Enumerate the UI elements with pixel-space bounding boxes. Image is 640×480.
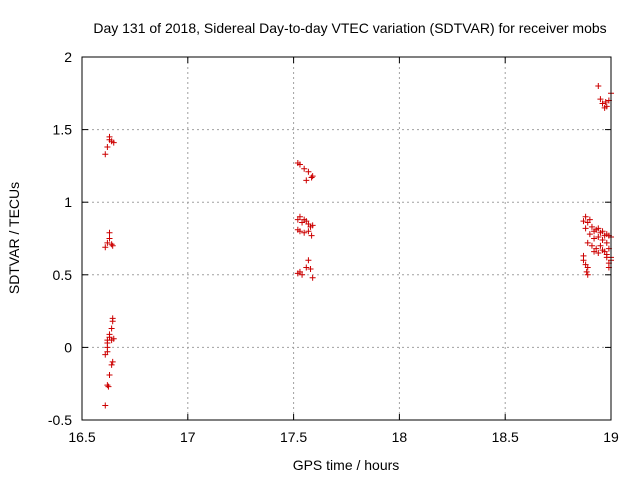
data-point-marker bbox=[582, 213, 589, 220]
grid-lines bbox=[82, 57, 611, 420]
data-point-marker bbox=[603, 254, 610, 261]
data-point-marker bbox=[305, 257, 312, 264]
data-point-marker bbox=[102, 351, 109, 358]
data-point-marker bbox=[105, 383, 112, 390]
data-point-marker bbox=[106, 235, 113, 242]
data-point-marker bbox=[597, 242, 604, 249]
data-point-marker bbox=[309, 173, 316, 180]
data-point-marker bbox=[588, 242, 595, 249]
data-point-marker bbox=[595, 234, 602, 241]
data-point-marker bbox=[104, 239, 111, 246]
data-point-marker bbox=[595, 83, 602, 90]
x-tick-label: 17 bbox=[180, 429, 196, 445]
data-point-marker bbox=[108, 361, 115, 368]
x-axis-label: GPS time / hours bbox=[293, 457, 400, 473]
x-tick-labels: 16.5 17 17.5 18 18.5 19 bbox=[68, 429, 619, 445]
data-point-marker bbox=[599, 100, 606, 107]
data-point-marker bbox=[299, 271, 306, 278]
data-point-marker bbox=[108, 325, 115, 332]
y-tick-label: -0.5 bbox=[48, 412, 72, 428]
data-point-marker bbox=[305, 168, 312, 175]
data-point-marker bbox=[583, 268, 590, 275]
axis-ticks bbox=[81, 56, 612, 421]
data-point-marker bbox=[582, 225, 589, 232]
data-point-marker bbox=[296, 161, 303, 168]
x-tick-label: 18.5 bbox=[492, 429, 519, 445]
data-point-marker bbox=[110, 335, 117, 342]
y-tick-label: 2 bbox=[64, 49, 72, 65]
data-point-marker bbox=[597, 96, 604, 103]
data-point-marker bbox=[307, 265, 314, 272]
data-point-marker bbox=[308, 174, 315, 181]
data-point-marker bbox=[110, 139, 117, 146]
data-point-marker bbox=[591, 248, 598, 255]
data-point-marker bbox=[104, 144, 111, 151]
data-point-marker bbox=[102, 244, 109, 251]
data-point-marker bbox=[308, 232, 315, 239]
data-point-marker bbox=[586, 231, 593, 238]
data-points bbox=[102, 83, 614, 409]
data-point-marker bbox=[603, 103, 610, 110]
x-tick-label: 19 bbox=[603, 429, 619, 445]
data-point-marker bbox=[599, 228, 606, 235]
data-point-marker bbox=[108, 241, 115, 248]
data-point-marker bbox=[599, 247, 606, 254]
data-point-marker bbox=[106, 371, 113, 378]
data-point-marker bbox=[301, 165, 308, 172]
data-point-marker bbox=[595, 225, 602, 232]
data-point-marker bbox=[102, 402, 109, 409]
y-tick-label: 1.5 bbox=[53, 122, 73, 138]
data-point-marker bbox=[584, 239, 591, 246]
data-point-marker bbox=[580, 218, 587, 225]
data-point-marker bbox=[584, 271, 591, 278]
data-point-marker bbox=[104, 382, 111, 389]
data-point-marker bbox=[602, 99, 609, 106]
plot-frame bbox=[81, 56, 612, 421]
y-tick-label: 0 bbox=[64, 339, 72, 355]
x-tick-label: 16.5 bbox=[68, 429, 95, 445]
data-point-marker bbox=[603, 239, 610, 246]
data-point-marker bbox=[303, 177, 310, 184]
data-point-marker bbox=[303, 264, 310, 271]
y-tick-labels: -0.5 0 0.5 1 1.5 2 bbox=[48, 49, 72, 428]
data-point-marker bbox=[591, 235, 598, 242]
data-point-marker bbox=[301, 229, 308, 236]
data-point-marker bbox=[588, 223, 595, 230]
data-point-marker bbox=[109, 242, 116, 249]
y-tick-label: 0.5 bbox=[53, 267, 73, 283]
data-point-marker bbox=[309, 222, 316, 229]
data-point-marker bbox=[106, 229, 113, 236]
data-point-marker bbox=[296, 228, 303, 235]
data-point-marker bbox=[305, 228, 312, 235]
data-point-marker bbox=[584, 264, 591, 271]
data-point-marker bbox=[580, 257, 587, 264]
data-point-marker bbox=[586, 216, 593, 223]
data-point-marker bbox=[595, 250, 602, 257]
data-point-marker bbox=[102, 151, 109, 158]
data-point-marker bbox=[106, 133, 113, 140]
y-axis-label: SDTVAR / TECUs bbox=[6, 182, 22, 294]
data-point-marker bbox=[599, 236, 606, 243]
x-tick-label: 17.5 bbox=[280, 429, 307, 445]
data-point-marker bbox=[309, 274, 316, 281]
chart-title: Day 131 of 2018, Sidereal Day-to-day VTE… bbox=[93, 20, 606, 36]
data-point-marker bbox=[109, 358, 116, 365]
data-point-marker bbox=[109, 318, 116, 325]
y-tick-label: 1 bbox=[64, 194, 72, 210]
data-point-marker bbox=[296, 213, 303, 220]
x-tick-label: 18 bbox=[392, 429, 408, 445]
